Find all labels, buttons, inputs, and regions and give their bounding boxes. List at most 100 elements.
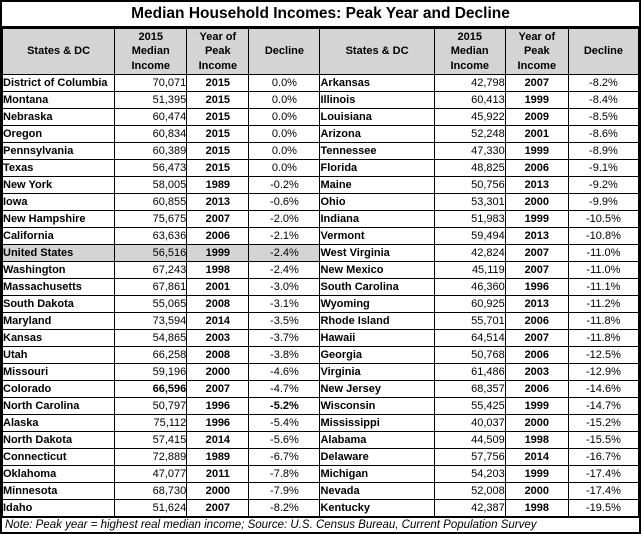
right-income-cell: 45,119 <box>433 261 506 279</box>
right-state-cell: Georgia <box>319 346 435 364</box>
table-row: Connecticut 72,889 1989 -6.7% Delaware 57,756… <box>2 448 639 466</box>
header-label: 2015 <box>457 30 482 43</box>
right-income-cell: 53,301 <box>433 193 506 211</box>
income-table: States & DC 2015 Median Income Year of P… <box>2 28 639 517</box>
header-label: States & DC <box>345 45 409 58</box>
left-income-cell: 75,112 <box>114 414 188 432</box>
left-year-cell: 2015 <box>186 74 250 92</box>
left-year-cell: 2007 <box>186 499 250 517</box>
left-decline-cell: -8.2% <box>248 499 321 517</box>
right-year-cell: 1998 <box>504 499 569 517</box>
left-income-cell: 56,473 <box>114 159 188 177</box>
left-state-cell: Missouri <box>2 363 116 381</box>
left-decline-cell: -2.1% <box>248 227 321 245</box>
right-year-cell: 1999 <box>504 91 569 109</box>
right-decline-cell: -17.4% <box>567 482 639 500</box>
right-state-cell: Rhode Island <box>319 312 435 330</box>
left-decline-cell: -0.6% <box>248 193 321 211</box>
right-year-cell: 1996 <box>504 278 569 296</box>
left-state-cell: Montana <box>2 91 116 109</box>
left-income-cell: 60,855 <box>114 193 188 211</box>
left-decline-cell: -3.7% <box>248 329 321 347</box>
header-label: Decline <box>583 45 623 58</box>
right-decline-cell: -11.2% <box>567 295 639 313</box>
table-row: Missouri 59,196 2000 -4.6% Virginia 61,486 200… <box>2 363 639 381</box>
left-state-cell: Minnesota <box>2 482 116 500</box>
left-year-cell: 2006 <box>186 227 250 245</box>
right-decline-cell: -15.5% <box>567 431 639 449</box>
table-row: Montana 51,395 2015 0.0% Illinois 60,413 1999-… <box>2 91 639 109</box>
header-peak-year-left: Year of Peak Income <box>186 28 250 75</box>
right-year-cell: 2007 <box>504 244 569 262</box>
right-state-cell: Florida <box>319 159 435 177</box>
right-income-cell: 45,922 <box>433 108 506 126</box>
right-income-cell: 64,514 <box>433 329 506 347</box>
left-decline-cell: -2.0% <box>248 210 321 228</box>
right-state-cell: Virginia <box>319 363 435 381</box>
header-label: Decline <box>264 45 304 58</box>
right-year-cell: 2013 <box>504 227 569 245</box>
left-year-cell: 2015 <box>186 91 250 109</box>
left-income-cell: 59,196 <box>114 363 188 381</box>
left-state-cell: North Carolina <box>2 397 116 415</box>
left-year-cell: 1999 <box>186 244 250 262</box>
right-state-cell: Ohio <box>319 193 435 211</box>
right-year-cell: 2001 <box>504 125 569 143</box>
right-year-cell: 2007 <box>504 261 569 279</box>
right-decline-cell: -8.4% <box>567 91 639 109</box>
right-decline-cell: -17.4% <box>567 465 639 483</box>
right-income-cell: 46,360 <box>433 278 506 296</box>
table-row: Kansas 54,865 2003 -3.7% Hawaii 64,514 2007 -11… <box>2 329 639 347</box>
right-year-cell: 1999 <box>504 465 569 483</box>
table-row: South Dakota 55,065 2008 -3.1% Wyoming 60,925… <box>2 295 639 313</box>
right-decline-cell: -14.6% <box>567 380 639 398</box>
right-income-cell: 60,413 <box>433 91 506 109</box>
right-state-cell: Vermont <box>319 227 435 245</box>
left-income-cell: 67,861 <box>114 278 188 296</box>
right-year-cell: 2006 <box>504 312 569 330</box>
right-year-cell: 2007 <box>504 74 569 92</box>
left-income-cell: 50,797 <box>114 397 188 415</box>
right-year-cell: 2006 <box>504 159 569 177</box>
left-decline-cell: -7.8% <box>248 465 321 483</box>
left-year-cell: 2013 <box>186 193 250 211</box>
header-label: States & DC <box>27 45 91 58</box>
left-state-cell: Connecticut <box>2 448 116 466</box>
left-year-cell: 2007 <box>186 380 250 398</box>
left-year-cell: 2015 <box>186 159 250 177</box>
right-state-cell: Maine <box>319 176 435 194</box>
right-year-cell: 2006 <box>504 380 569 398</box>
right-state-cell: Delaware <box>319 448 435 466</box>
table-row: Nebraska 60,474 2015 0.0% Louisiana 45,922 200… <box>2 108 639 126</box>
right-decline-cell: -8.5% <box>567 108 639 126</box>
table-row: Massachusetts 67,861 2001 -3.0% South Caroli… <box>2 278 639 296</box>
right-decline-cell: -15.2% <box>567 414 639 432</box>
left-decline-cell: -6.7% <box>248 448 321 466</box>
table-row: Pennsylvania 60,389 2015 0.0% Tennessee 47,33… <box>2 142 639 160</box>
right-decline-cell: -14.7% <box>567 397 639 415</box>
right-income-cell: 68,357 <box>433 380 506 398</box>
table-row: North Dakota 57,415 2014 -5.6% Alabama 44,509… <box>2 431 639 449</box>
right-decline-cell: -9.9% <box>567 193 639 211</box>
left-year-cell: 2000 <box>186 482 250 500</box>
left-income-cell: 75,675 <box>114 210 188 228</box>
right-year-cell: 2009 <box>504 108 569 126</box>
right-decline-cell: -12.5% <box>567 346 639 364</box>
right-year-cell: 2000 <box>504 414 569 432</box>
left-state-cell: Oregon <box>2 125 116 143</box>
right-income-cell: 50,756 <box>433 176 506 194</box>
left-state-cell: Iowa <box>2 193 116 211</box>
right-income-cell: 42,798 <box>433 74 506 92</box>
table-body: District of Columbia 70,071 2015 0.0% Arkans… <box>2 74 639 517</box>
header-label: Median <box>450 45 489 58</box>
left-state-cell: District of Columbia <box>2 74 116 92</box>
right-decline-cell: -11.8% <box>567 329 639 347</box>
right-decline-cell: -9.2% <box>567 176 639 194</box>
right-decline-cell: -8.9% <box>567 142 639 160</box>
right-state-cell: Indiana <box>319 210 435 228</box>
header-label: Year of <box>199 30 237 43</box>
right-income-cell: 42,387 <box>433 499 506 517</box>
left-decline-cell: -7.9% <box>248 482 321 500</box>
left-state-cell: Massachusetts <box>2 278 116 296</box>
